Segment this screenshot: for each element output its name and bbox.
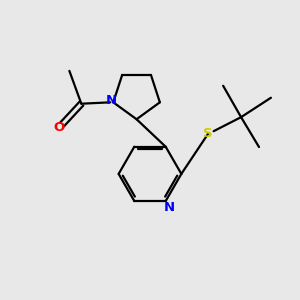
Text: N: N (164, 201, 175, 214)
Text: O: O (53, 121, 64, 134)
Text: S: S (203, 127, 213, 140)
Text: N: N (105, 94, 116, 107)
